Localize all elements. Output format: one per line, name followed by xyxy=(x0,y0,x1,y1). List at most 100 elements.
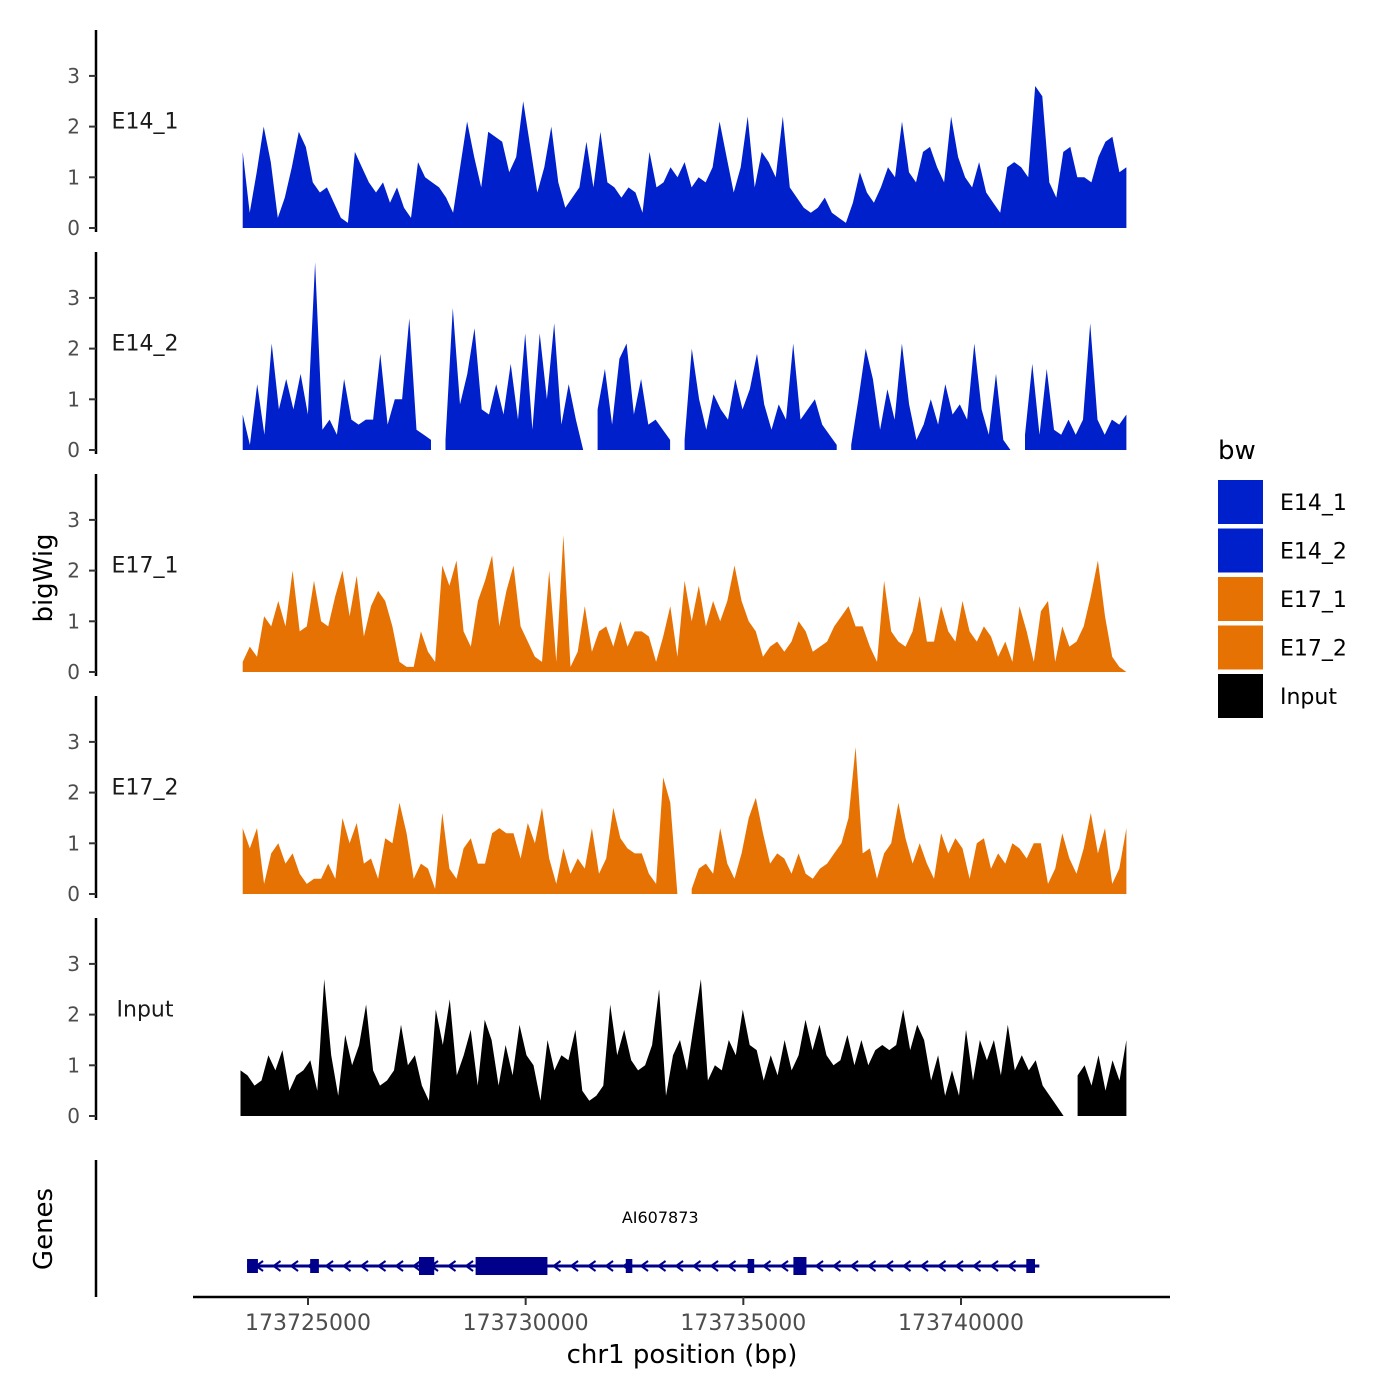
track-panel-e17-2: 0 1 2 3 E17_2 xyxy=(67,696,1127,906)
y-tick-label: 2 xyxy=(67,1003,80,1027)
strand-chevron xyxy=(411,1260,422,1272)
strand-chevron xyxy=(1006,1260,1017,1272)
strand-chevron xyxy=(726,1260,737,1272)
gene-exon xyxy=(1026,1259,1036,1273)
signal-area-e14-1 xyxy=(242,86,1127,228)
y-tick-label: 0 xyxy=(67,1104,80,1128)
track-label: E14_1 xyxy=(112,110,179,135)
y-tick-label: 3 xyxy=(67,64,80,88)
y-tick-label: 0 xyxy=(67,882,80,906)
legend-swatch xyxy=(1218,577,1263,621)
legend-label: E14_1 xyxy=(1280,491,1347,516)
strand-chevron xyxy=(324,1260,334,1272)
strand-chevron xyxy=(884,1260,894,1272)
strand-chevron xyxy=(989,1260,999,1272)
strand-chevron xyxy=(919,1260,929,1272)
gene-exon xyxy=(793,1257,807,1275)
strand-chevron xyxy=(341,1260,352,1272)
signal-area-e17-2 xyxy=(242,777,678,894)
strand-chevron xyxy=(656,1260,667,1272)
y-tick-label: 3 xyxy=(67,286,80,310)
strand-chevron xyxy=(709,1260,719,1272)
gene-exon xyxy=(247,1259,258,1273)
track-panel-input: 0 1 2 3 Input xyxy=(67,918,1127,1128)
strand-chevron xyxy=(779,1260,789,1272)
signal-area-e14-2 xyxy=(1025,323,1127,450)
signal-area-e14-2 xyxy=(445,308,584,450)
legend-swatch xyxy=(1218,674,1263,718)
signal-area-e17-2 xyxy=(691,747,1127,894)
track-panel-e14-1: 0 1 2 3 E14_1 xyxy=(67,30,1127,240)
x-axis-label: chr1 position (bp) xyxy=(567,1340,798,1370)
y-tick-label: 0 xyxy=(67,660,80,684)
legend-swatch xyxy=(1218,625,1263,670)
y-axis-label: bigWig xyxy=(29,533,59,622)
x-tick-label: 173740000 xyxy=(898,1311,1024,1336)
strand-chevron xyxy=(551,1260,562,1272)
y-tick-label: 2 xyxy=(67,115,80,139)
y-tick-label: 3 xyxy=(67,730,80,754)
signal-area-e14-2 xyxy=(684,343,837,450)
legend-items: E14_1 E14_2 E17_1 E17_2 Input xyxy=(1218,480,1347,718)
strand-chevron xyxy=(936,1260,947,1272)
y-tick-label: 3 xyxy=(67,952,80,976)
track-label: E14_2 xyxy=(112,332,179,357)
gene-exon xyxy=(747,1259,755,1273)
signal-area-e14-2 xyxy=(242,262,431,450)
track-panels: 0 1 2 3 E14_1 0 1 2 3 E14_2 0 1 2 3 E17_1 0 1 2 3 E17_2 0 1 2 3… xyxy=(67,30,1127,1128)
track-label: E17_2 xyxy=(112,776,179,801)
strand-chevron xyxy=(586,1260,597,1272)
gene-model xyxy=(247,1257,1040,1275)
y-tick-label: 1 xyxy=(67,1053,80,1077)
gene-exon xyxy=(310,1259,319,1273)
strand-chevron xyxy=(394,1260,404,1272)
strand-chevron xyxy=(901,1260,912,1272)
track-panel-e17-1: 0 1 2 3 E17_1 xyxy=(67,474,1127,684)
legend-swatch xyxy=(1218,480,1263,524)
y-tick-label: 1 xyxy=(67,387,80,411)
strand-chevron xyxy=(866,1260,877,1272)
legend-label: Input xyxy=(1280,685,1337,710)
legend-label: E14_2 xyxy=(1280,540,1347,565)
y-tick-label: 1 xyxy=(67,831,80,855)
legend-label: E17_1 xyxy=(1280,588,1347,613)
strand-chevron xyxy=(569,1260,579,1272)
y-tick-label: 1 xyxy=(67,609,80,633)
strand-chevron xyxy=(289,1260,299,1272)
x-tick-label: 173735000 xyxy=(680,1311,806,1336)
strand-chevron xyxy=(761,1260,772,1272)
x-tick-label: 173730000 xyxy=(463,1311,589,1336)
strand-chevron xyxy=(604,1260,614,1272)
gene-exon xyxy=(475,1257,548,1275)
strand-chevron xyxy=(971,1260,982,1272)
y-tick-label: 2 xyxy=(67,781,80,805)
y-tick-label: 2 xyxy=(67,337,80,361)
strand-chevron xyxy=(831,1260,842,1272)
strand-chevron xyxy=(359,1260,369,1272)
legend-title: bw xyxy=(1218,436,1256,466)
genes-track: Genes AI607873 xyxy=(29,1160,1040,1297)
gene-exon xyxy=(419,1257,435,1275)
gene-exon xyxy=(625,1259,633,1273)
strand-chevron xyxy=(691,1260,702,1272)
track-panel-e14-2: 0 1 2 3 E14_2 xyxy=(67,252,1127,462)
signal-area-e14-2 xyxy=(851,343,1011,450)
signal-area-e14-2 xyxy=(597,343,671,450)
y-tick-label: 0 xyxy=(67,438,80,462)
strand-chevron xyxy=(954,1260,964,1272)
strand-chevron xyxy=(849,1260,859,1272)
signal-area-e17-1 xyxy=(242,535,1127,672)
track-label: E17_1 xyxy=(112,554,179,579)
strand-chevron xyxy=(446,1260,457,1272)
track-label: Input xyxy=(117,998,174,1023)
x-axis-ticks: 173725000 173730000 173735000 173740000 xyxy=(245,1297,1024,1336)
x-tick-label: 173725000 xyxy=(245,1311,371,1336)
legend-label: E17_2 xyxy=(1280,637,1347,662)
legend-swatch xyxy=(1218,528,1263,573)
strand-chevron xyxy=(814,1260,824,1272)
signal-area-input xyxy=(1077,1040,1127,1116)
y-tick-label: 2 xyxy=(67,559,80,583)
y-tick-label: 1 xyxy=(67,165,80,189)
strand-chevron xyxy=(464,1260,474,1272)
